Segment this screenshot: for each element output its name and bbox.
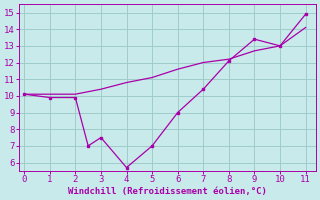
X-axis label: Windchill (Refroidissement éolien,°C): Windchill (Refroidissement éolien,°C) <box>68 187 267 196</box>
